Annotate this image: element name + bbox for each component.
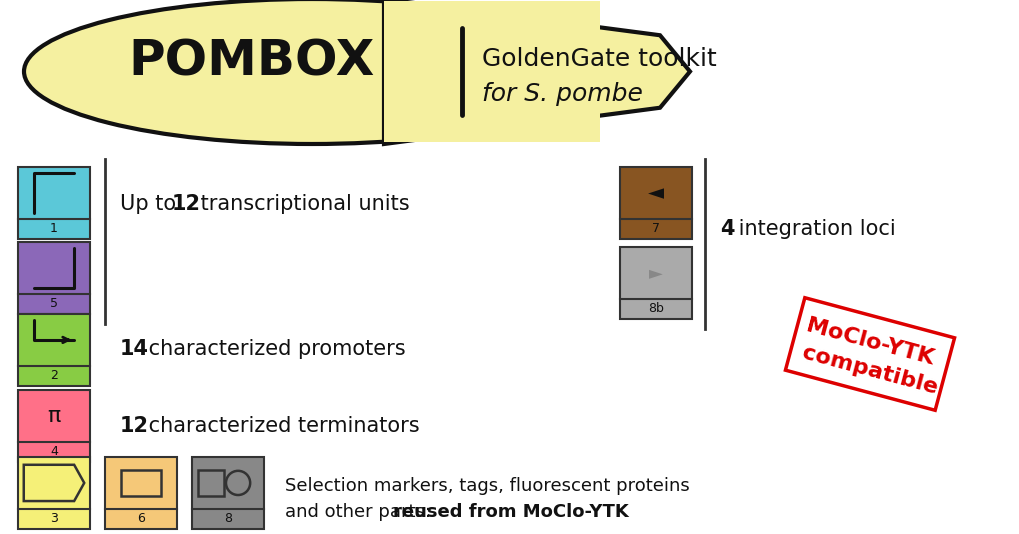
Text: and other parts:: and other parts: bbox=[284, 503, 436, 521]
FancyBboxPatch shape bbox=[18, 390, 90, 462]
Text: 8: 8 bbox=[224, 513, 231, 525]
Text: transcriptional units: transcriptional units bbox=[194, 194, 410, 214]
Text: 8b: 8b bbox=[647, 302, 663, 316]
FancyBboxPatch shape bbox=[620, 167, 691, 239]
Text: 4: 4 bbox=[719, 219, 734, 239]
Text: GoldenGate toolkit: GoldenGate toolkit bbox=[481, 48, 715, 72]
Text: Up to: Up to bbox=[120, 194, 182, 214]
Polygon shape bbox=[383, 1, 599, 142]
Text: for S. pombe: for S. pombe bbox=[481, 82, 642, 106]
Text: 6: 6 bbox=[137, 513, 145, 525]
FancyBboxPatch shape bbox=[18, 314, 90, 386]
FancyBboxPatch shape bbox=[620, 247, 691, 319]
FancyBboxPatch shape bbox=[18, 457, 90, 529]
Text: 12: 12 bbox=[172, 194, 201, 214]
FancyBboxPatch shape bbox=[105, 457, 177, 529]
Text: π: π bbox=[47, 406, 60, 426]
Text: 12: 12 bbox=[120, 416, 149, 436]
Text: characterized promoters: characterized promoters bbox=[142, 339, 406, 359]
Text: Selection markers, tags, fluorescent proteins: Selection markers, tags, fluorescent pro… bbox=[284, 477, 689, 495]
Text: reused from MoClo-YTK: reused from MoClo-YTK bbox=[392, 503, 628, 521]
Text: ◄: ◄ bbox=[647, 183, 663, 203]
Text: 2: 2 bbox=[50, 370, 58, 382]
Text: compatible: compatible bbox=[799, 342, 940, 398]
FancyBboxPatch shape bbox=[18, 167, 90, 239]
Text: characterized terminators: characterized terminators bbox=[142, 416, 419, 436]
Text: 14: 14 bbox=[120, 339, 149, 359]
Text: ►: ► bbox=[648, 264, 662, 282]
Text: 5: 5 bbox=[50, 297, 58, 310]
FancyBboxPatch shape bbox=[192, 457, 264, 529]
Polygon shape bbox=[383, 0, 689, 144]
Text: integration loci: integration loci bbox=[732, 219, 895, 239]
Text: MoClo-YTK: MoClo-YTK bbox=[803, 315, 935, 368]
Text: 1: 1 bbox=[50, 223, 58, 235]
Text: 3: 3 bbox=[50, 513, 58, 525]
Text: 7: 7 bbox=[651, 223, 659, 235]
Text: 4: 4 bbox=[50, 445, 58, 458]
Text: POMBOX: POMBOX bbox=[128, 37, 375, 85]
Ellipse shape bbox=[24, 0, 599, 144]
FancyBboxPatch shape bbox=[18, 242, 90, 314]
